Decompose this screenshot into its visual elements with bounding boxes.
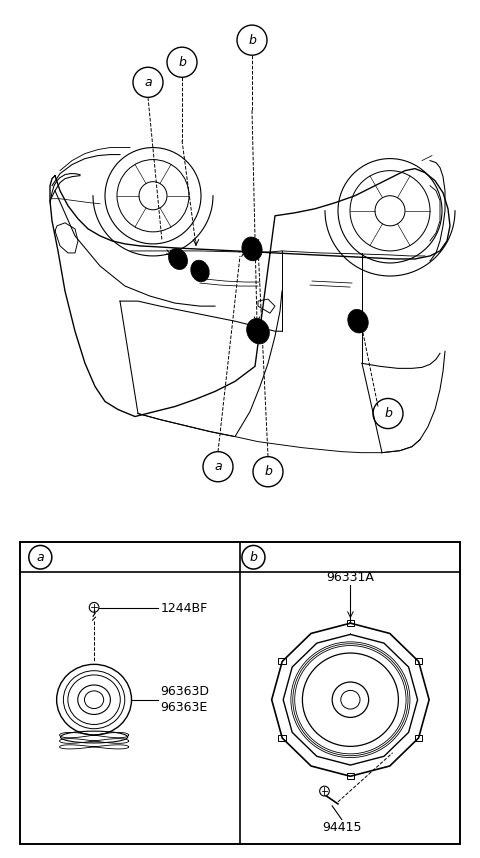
Text: b: b xyxy=(264,465,272,478)
Ellipse shape xyxy=(247,318,269,344)
Text: a: a xyxy=(36,551,44,564)
Text: 94415: 94415 xyxy=(322,821,361,834)
Text: a: a xyxy=(144,76,152,89)
Text: 96331A: 96331A xyxy=(326,571,374,584)
Bar xyxy=(278,735,286,741)
Ellipse shape xyxy=(168,248,188,269)
Text: b: b xyxy=(178,56,186,69)
Text: a: a xyxy=(214,460,222,474)
Bar xyxy=(415,735,422,741)
Ellipse shape xyxy=(348,310,368,333)
Bar xyxy=(347,620,354,626)
Text: 96363D: 96363D xyxy=(160,686,209,698)
Text: b: b xyxy=(248,33,256,46)
Bar xyxy=(347,773,354,779)
Text: b: b xyxy=(250,551,257,564)
Text: 96363E: 96363E xyxy=(160,701,207,714)
Bar xyxy=(278,658,286,664)
Ellipse shape xyxy=(242,237,262,261)
Text: b: b xyxy=(384,407,392,420)
Bar xyxy=(415,658,422,664)
Ellipse shape xyxy=(191,260,209,281)
Text: 1244BF: 1244BF xyxy=(160,601,207,615)
